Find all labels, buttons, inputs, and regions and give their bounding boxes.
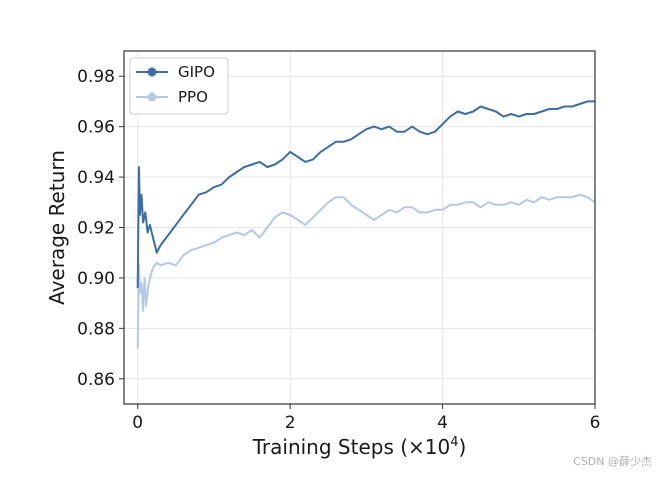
- x-tick-label: 4: [437, 413, 448, 433]
- legend-marker-ppo: [147, 92, 157, 102]
- y-axis-title: Average Return: [45, 150, 69, 305]
- x-axis-title: Training Steps (×104): [252, 435, 467, 459]
- x-tick-label: 0: [132, 413, 143, 433]
- x-tick-label: 2: [285, 413, 296, 433]
- series-line-gipo: [136, 100, 595, 289]
- legend-label-ppo: PPO: [178, 88, 208, 106]
- y-tick-label: 0.90: [77, 269, 115, 289]
- series-layer: [136, 100, 596, 349]
- watermark: CSDN @薛少杰: [573, 455, 652, 468]
- x-axis-title-exponent: 4: [450, 435, 458, 450]
- x-axis-title-close: ): [459, 435, 467, 459]
- axis-ticks: 0.86 0.88 0.90 0.92 0.94 0.96 0.98 0 2 4 6: [77, 67, 600, 433]
- y-tick-label: 0.92: [77, 219, 115, 239]
- legend-label-gipo: GIPO: [178, 63, 215, 81]
- y-tick-label: 0.86: [77, 370, 115, 390]
- legend-marker-gipo: [147, 67, 157, 77]
- legend-item-ppo: PPO: [136, 88, 208, 106]
- x-tick-label: 6: [590, 413, 601, 433]
- y-tick-label: 0.94: [77, 168, 115, 188]
- series-line-ppo: [136, 193, 596, 349]
- y-tick-label: 0.88: [77, 319, 115, 339]
- y-tick-label: 0.96: [77, 118, 115, 138]
- y-tick-label: 0.98: [77, 67, 115, 87]
- x-axis-title-main: Training Steps (×10: [252, 435, 451, 459]
- legend: GIPO PPO: [129, 57, 229, 115]
- legend-item-gipo: GIPO: [136, 63, 215, 81]
